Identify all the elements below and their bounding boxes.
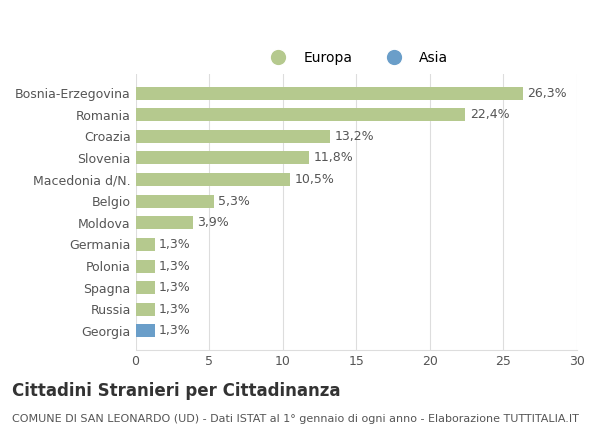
Bar [136, 195, 214, 208]
Bar [136, 303, 155, 316]
Text: 10,5%: 10,5% [295, 173, 334, 186]
Text: 1,3%: 1,3% [159, 260, 191, 272]
Bar [136, 281, 155, 294]
Text: 22,4%: 22,4% [470, 108, 509, 121]
Text: 3,9%: 3,9% [197, 216, 229, 229]
Text: 5,3%: 5,3% [218, 195, 250, 208]
Text: COMUNE DI SAN LEONARDO (UD) - Dati ISTAT al 1° gennaio di ogni anno - Elaborazio: COMUNE DI SAN LEONARDO (UD) - Dati ISTAT… [12, 414, 579, 425]
Bar [136, 130, 330, 143]
Bar [136, 151, 309, 165]
Text: 1,3%: 1,3% [159, 281, 191, 294]
Bar [136, 260, 155, 272]
Text: 1,3%: 1,3% [159, 324, 191, 337]
Bar [136, 216, 193, 229]
Text: 1,3%: 1,3% [159, 238, 191, 251]
Text: 13,2%: 13,2% [334, 130, 374, 143]
Text: Cittadini Stranieri per Cittadinanza: Cittadini Stranieri per Cittadinanza [12, 382, 341, 400]
Text: 26,3%: 26,3% [527, 87, 566, 99]
Bar [136, 108, 465, 121]
Legend: Europa, Asia: Europa, Asia [259, 45, 454, 70]
Bar [136, 173, 290, 186]
Text: 11,8%: 11,8% [314, 151, 353, 165]
Bar [136, 87, 523, 99]
Text: 1,3%: 1,3% [159, 303, 191, 316]
Bar [136, 324, 155, 337]
Bar [136, 238, 155, 251]
